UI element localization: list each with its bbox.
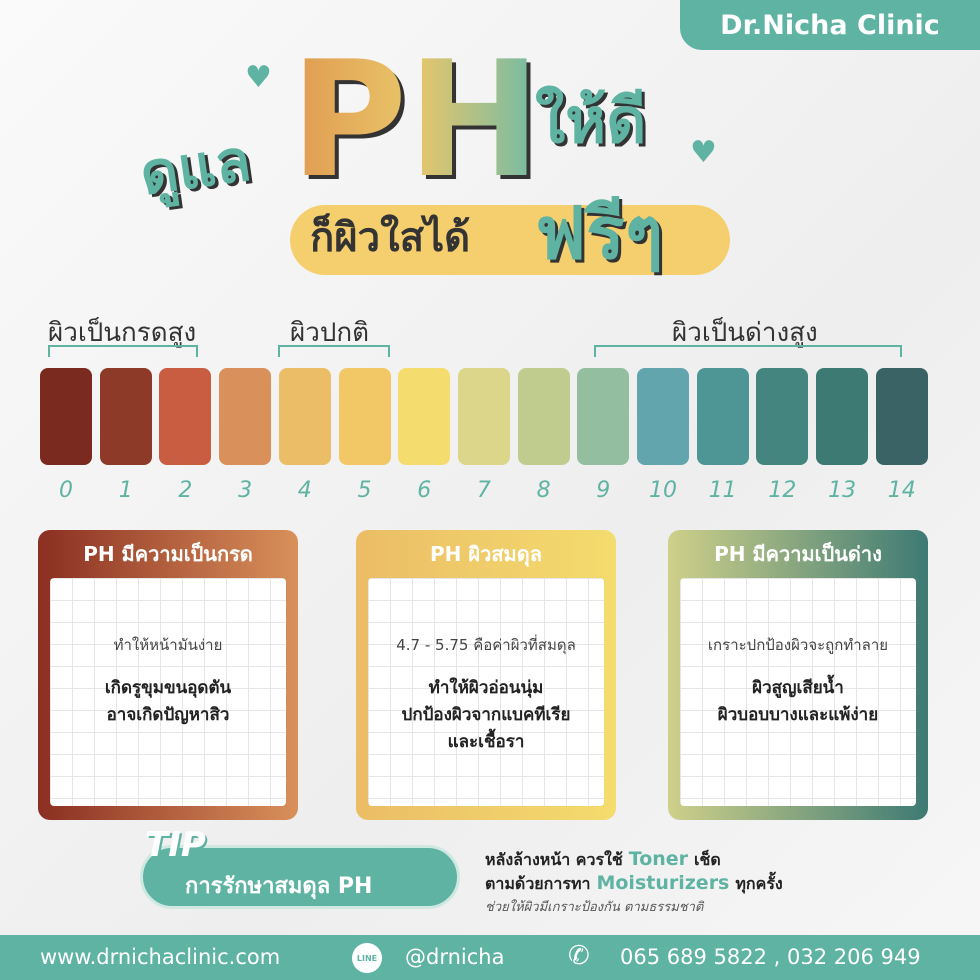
card-heading: PH มีความเป็นกรด (83, 542, 253, 566)
title-clear: ก็ผิวใสได้ (310, 215, 471, 261)
heart: ♥ (690, 135, 717, 170)
tip-text: ทุกครั้ง (735, 874, 783, 893)
ph-swatch (457, 368, 510, 465)
footer: www.drnichaclinic.com LINE @drnicha ✆ 06… (0, 935, 980, 980)
line-icon: LINE (352, 943, 382, 973)
ph-level: 13 (828, 478, 857, 503)
tip-line: หลังล้างหน้า ควรใช้ Toner เช็ด (485, 848, 727, 873)
title-ph: PH (290, 26, 542, 213)
ph-swatch (398, 368, 451, 465)
card-bold: ทำให้ผิวอ่อนนุ่ม (428, 678, 544, 698)
heart: ♥ (245, 60, 272, 95)
ph-level: 8 (536, 478, 551, 503)
tip-line: ตามด้วยการทา Moisturizers ทุกครั้ง (485, 872, 789, 897)
card-bold: เกิดรูขุมขนอุดตัน (104, 678, 232, 698)
range-label: ผิวเป็นกรดสูง (48, 318, 197, 348)
range-label: ผิวเป็นด่างสูง (672, 318, 818, 348)
ph-swatch (338, 368, 391, 465)
range-label: ผิวปกติ (290, 318, 369, 348)
tip-highlight: Toner (628, 848, 689, 870)
ph-swatch (816, 368, 869, 465)
tip-badge (140, 845, 460, 909)
ph-swatch (278, 368, 331, 465)
card-heading: PH มีความเป็นด่าง (714, 542, 882, 566)
card-bold: อาจเกิดปัญหาสิว (106, 705, 230, 726)
ph-level: 2 (178, 478, 193, 503)
tip-text: ตามด้วยการทา (485, 874, 591, 893)
card: PH ผิวสมดุล 4.7 - 5.75 คือค่าผิวที่สมดุลท… (356, 530, 616, 820)
tip-note: ช่วยให้ผิวมีเกราะป้องกัน ตามธรรมชาติ (485, 900, 704, 915)
ph-level: 4 (297, 478, 312, 503)
card-body: 4.7 - 5.75 คือค่าผิวที่สมดุลทำให้ผิวอ่อน… (368, 578, 604, 806)
tip-label: TIP (145, 825, 206, 865)
tip-title: การรักษาสมดุล PH (185, 874, 373, 899)
card-heading: PH ผิวสมดุล (430, 542, 542, 566)
ph-level: 0 (59, 478, 73, 503)
ph-swatch (99, 368, 152, 465)
title-free: ฟรีๆ (535, 191, 664, 275)
card-body: เกราะปกป้องผิวจะถูกทำลายผิวสูญเสียน้ำผิว… (680, 578, 916, 806)
tip-text: หลังล้างหน้า ควรใช้ (485, 850, 623, 869)
ph-swatch (577, 368, 630, 465)
card-bold: ผิวบอบบางและแพ้ง่าย (717, 705, 879, 726)
ph-swatch (219, 368, 272, 465)
bracket (594, 345, 902, 357)
card-text: 4.7 - 5.75 คือค่าผิวที่สมดุล (396, 636, 576, 654)
ph-swatch (756, 368, 809, 465)
ph-swatch (637, 368, 689, 465)
card: PH มีความเป็นกรดทำให้หน้ามันง่ายเกิดรูขุ… (38, 530, 298, 820)
card-text: ทำให้หน้ามันง่าย (113, 636, 223, 654)
title-good: ให้ดี (535, 84, 647, 157)
card: PH มีความเป็นด่างเกราะปกป้องผิวจะถูกทำลา… (668, 530, 928, 820)
ph-level: 1 (118, 478, 133, 503)
ph-level: 12 (768, 478, 797, 503)
phone: 065 689 5822 , 032 206 949 (620, 945, 921, 969)
ph-level: 6 (417, 478, 432, 503)
card-text: เกราะปกป้องผิวจะถูกทำลาย (707, 636, 889, 654)
ph-swatch (159, 368, 212, 465)
ph-level: 9 (596, 478, 611, 503)
line-id: @drnicha (405, 945, 505, 969)
title-pill (290, 205, 730, 275)
bracket (278, 345, 390, 357)
ph-swatch (875, 368, 928, 465)
ph-level: 11 (708, 478, 737, 503)
ph-level: 10 (649, 478, 677, 503)
title-care: ดูแล (135, 125, 255, 209)
brand: Dr.Nicha Clinic (680, 0, 980, 50)
card-body: ทำให้หน้ามันง่ายเกิดรูขุมขนอุดตันอาจเกิด… (50, 578, 286, 806)
ph-level: 14 (887, 478, 916, 503)
card-bold: ผิวสูญเสียน้ำ (752, 678, 844, 698)
ph-swatch (696, 368, 749, 465)
card-bold: และเชื้อรา (447, 732, 525, 753)
tip-highlight: Moisturizers (596, 872, 730, 894)
ph-level: 5 (357, 478, 372, 503)
card-bold: ปกป้องผิวจากแบคทีเรีย (401, 705, 571, 726)
ph-swatch (517, 368, 570, 465)
tip-text: เช็ด (694, 850, 721, 869)
ph-swatch (40, 368, 92, 465)
website: www.drnichaclinic.com (40, 945, 281, 969)
phone-icon: ✆ (568, 941, 590, 971)
ph-level: 7 (476, 478, 491, 503)
bracket (48, 345, 198, 357)
ph-level: 3 (238, 478, 253, 503)
